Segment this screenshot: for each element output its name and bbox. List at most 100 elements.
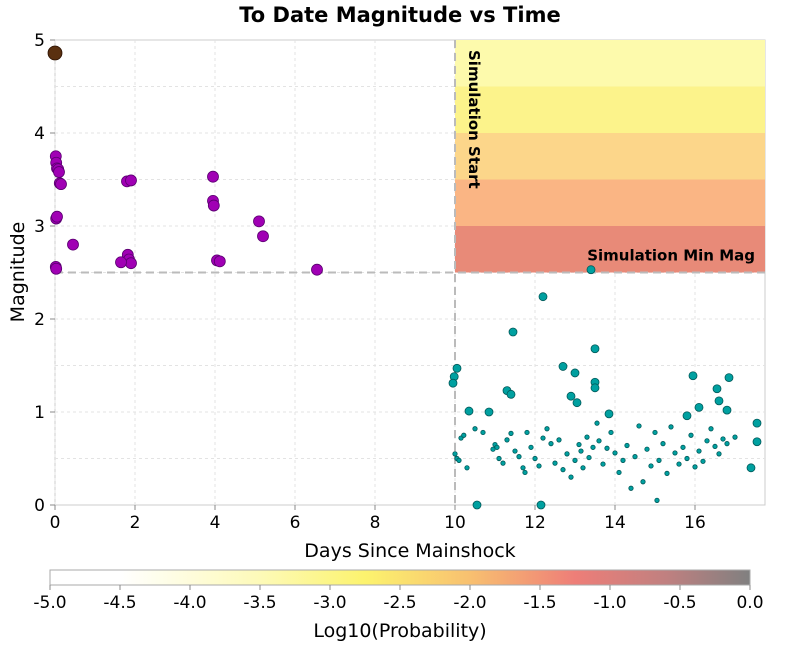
data-point: [448, 378, 458, 388]
simulation-min-mag-label: Simulation Min Mag: [587, 247, 755, 265]
data-point: [576, 441, 582, 448]
data-point: [692, 464, 698, 470]
data-point: [512, 448, 518, 454]
data-point: [600, 461, 606, 467]
colorbar-tick-label: -1.0: [593, 593, 626, 613]
data-point: [752, 437, 762, 447]
probability-heatmap: [455, 40, 765, 273]
data-point: [508, 327, 518, 337]
data-point: [452, 363, 462, 373]
colorbar-tick-label: -3.5: [243, 593, 276, 613]
data-point: [724, 441, 730, 447]
x-axis-label: Days Since Mainshock: [304, 540, 515, 562]
data-point: [544, 426, 550, 432]
data-point: [586, 454, 592, 461]
x-tick-label: 16: [684, 513, 706, 533]
data-point: [676, 461, 682, 467]
data-point: [688, 432, 694, 438]
data-point: [257, 230, 269, 243]
data-point: [472, 500, 482, 510]
y-tick-label: 2: [34, 310, 45, 330]
data-point: [640, 479, 646, 485]
colorbar-tick-label: -4.0: [173, 593, 206, 613]
data-point: [712, 443, 718, 450]
data-point: [714, 396, 724, 406]
x-tick-label: 4: [210, 513, 221, 533]
data-point: [50, 262, 63, 275]
data-point: [668, 424, 674, 430]
y-axis-label: Magnitude: [7, 222, 29, 323]
data-point: [586, 265, 596, 275]
data-point: [682, 411, 692, 421]
x-tick-label: 6: [290, 513, 301, 533]
data-point: [590, 444, 596, 450]
data-point: [253, 215, 265, 228]
data-point: [612, 450, 618, 456]
data-point: [564, 451, 570, 457]
colorbar-tick-label: -0.5: [663, 593, 696, 613]
data-point: [536, 463, 542, 469]
data-point: [311, 263, 323, 276]
colorbar-tick-label: -4.5: [103, 593, 136, 613]
data-point: [708, 426, 714, 432]
data-point: [500, 460, 506, 466]
colorbar-tick-label: 0.0: [736, 593, 763, 613]
data-point: [522, 469, 528, 476]
data-point: [566, 391, 576, 401]
x-tick-label: 14: [604, 513, 626, 533]
data-point: [47, 45, 63, 61]
data-point: [570, 368, 580, 378]
data-point: [528, 444, 534, 450]
data-point: [472, 426, 478, 432]
x-tick-label: 2: [130, 513, 141, 533]
colorbar-gradient: [49, 569, 751, 586]
data-point: [558, 362, 568, 371]
y-tick-label: 5: [34, 31, 45, 51]
data-point: [696, 448, 702, 454]
data-point: [461, 432, 467, 438]
data-point: [464, 465, 470, 471]
data-point: [480, 429, 486, 436]
data-point: [722, 405, 732, 415]
data-point: [213, 255, 226, 268]
data-point: [536, 500, 546, 510]
data-point: [55, 178, 67, 191]
colorbar-tick-label: -5.0: [33, 593, 66, 613]
data-point: [590, 344, 600, 354]
colorbar-tick-label: -1.5: [523, 593, 556, 613]
data-point: [680, 444, 686, 450]
data-point: [604, 445, 610, 451]
data-point: [704, 438, 710, 444]
colorbar-tick-label: -2.0: [453, 593, 486, 613]
data-point: [532, 455, 538, 462]
data-point: [654, 497, 660, 503]
data-point: [664, 470, 670, 476]
data-point: [548, 441, 554, 447]
data-point: [694, 402, 704, 412]
data-point: [496, 455, 502, 462]
data-point: [464, 406, 474, 416]
y-tick-label: 3: [34, 217, 45, 237]
data-point: [572, 457, 578, 463]
data-point: [688, 371, 698, 381]
x-tick-label: 0: [50, 513, 61, 533]
colorbar-tick-label: -3.0: [313, 593, 346, 613]
data-point: [712, 384, 722, 394]
data-point: [724, 373, 734, 382]
y-tick-label: 0: [34, 496, 45, 516]
data-point: [652, 429, 658, 436]
data-point: [552, 460, 558, 466]
data-point: [51, 210, 63, 223]
data-point: [572, 398, 582, 408]
data-point: [636, 423, 642, 429]
data-point: [520, 465, 526, 471]
data-point: [560, 467, 566, 473]
data-point: [556, 437, 562, 443]
data-point: [484, 407, 494, 417]
data-point: [616, 469, 622, 476]
data-point: [516, 454, 522, 460]
data-point: [720, 436, 726, 442]
colorbar-tick-label: -2.5: [383, 593, 416, 613]
